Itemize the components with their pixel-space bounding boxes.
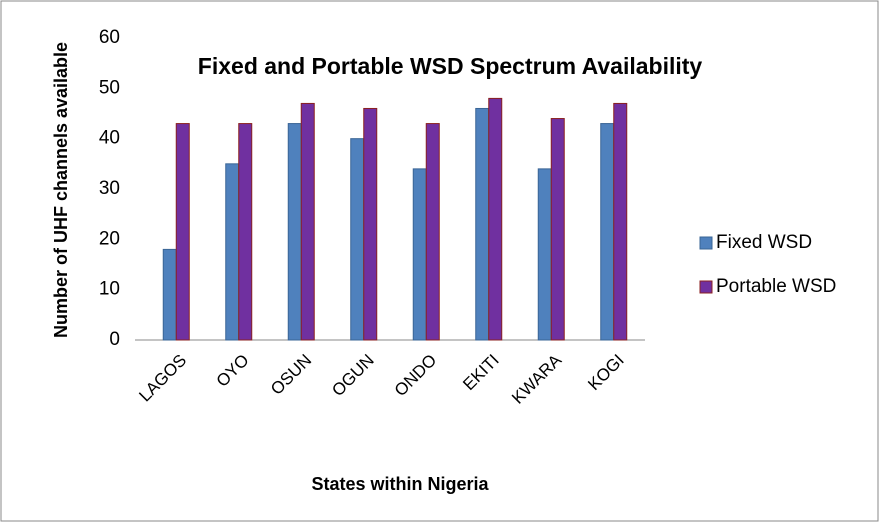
legend-swatch <box>699 236 713 250</box>
y-tick-label: 50 <box>99 77 120 98</box>
bar <box>238 123 253 341</box>
bar <box>225 163 240 341</box>
chart-title: Fixed and Portable WSD Spectrum Availabi… <box>198 53 703 79</box>
legend-label: Portable WSD <box>716 276 836 297</box>
bar <box>488 97 503 341</box>
bar <box>613 102 628 341</box>
bar <box>300 102 315 341</box>
bar <box>363 107 378 341</box>
legend-label: Fixed WSD <box>716 232 812 253</box>
bar <box>600 123 615 341</box>
legend-swatch <box>699 280 713 294</box>
y-tick-label: 40 <box>99 128 120 149</box>
bar <box>287 123 302 341</box>
bar <box>162 248 177 341</box>
bar <box>412 168 427 341</box>
y-tick-label: 30 <box>99 178 120 199</box>
x-axis-label: States within Nigeria <box>311 474 489 494</box>
y-tick-label: 20 <box>99 228 120 249</box>
bar <box>537 168 552 341</box>
bar <box>350 138 365 341</box>
y-tick-label: 60 <box>99 27 120 48</box>
y-tick-label: 10 <box>99 279 120 300</box>
y-tick-label: 0 <box>109 329 120 350</box>
bar <box>175 123 190 341</box>
bar <box>550 118 565 341</box>
y-axis-label: Number of UHF channels available <box>51 42 71 338</box>
bar <box>425 123 440 341</box>
bar <box>475 107 490 341</box>
